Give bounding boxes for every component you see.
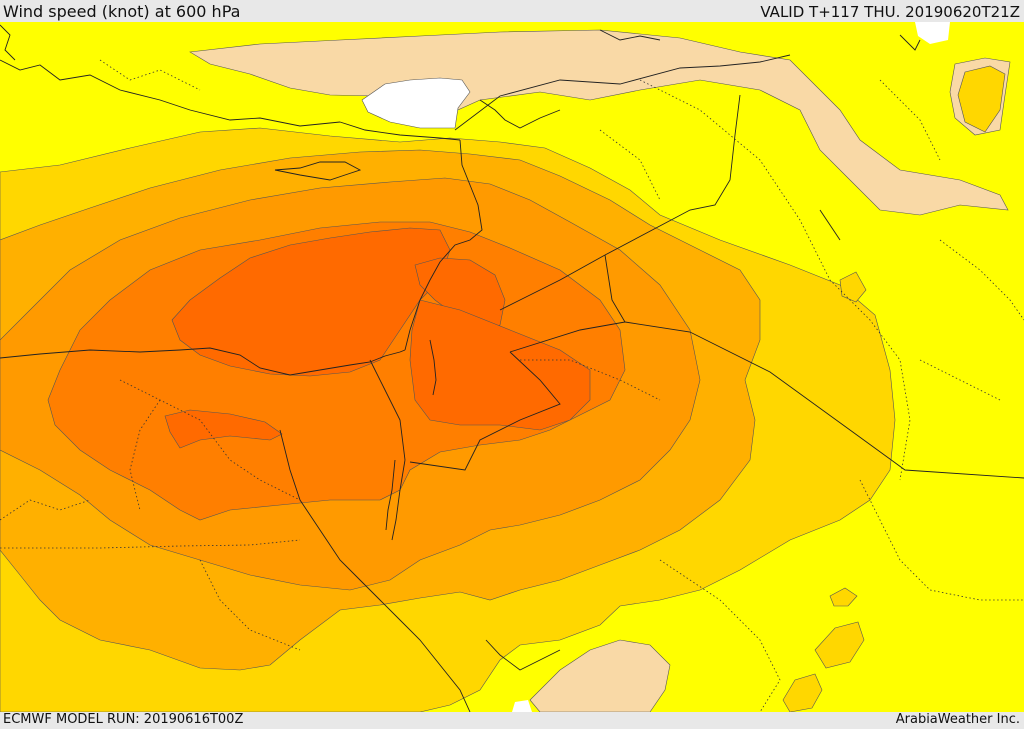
country-borders [369, 54, 1024, 479]
no-data-patch-ne [915, 22, 950, 44]
coastlines [0, 24, 921, 712]
credit-label: ArabiaWeather Inc. [895, 712, 1020, 727]
wind-band-gold-island-3 [829, 587, 858, 607]
wind-band-core-egypt [164, 409, 283, 449]
wind-speed-map [0, 22, 1024, 712]
wind-band-peach-south [529, 639, 671, 712]
wind-band-gold-island-2 [782, 673, 823, 712]
no-data-patch-south [512, 700, 532, 712]
wind-band-gold-island-1 [814, 621, 865, 669]
header-bar: Wind speed (knot) at 600 hPa VALID T+117… [0, 0, 1024, 22]
footer-bar: ECMWF MODEL RUN: 20190616T00Z ArabiaWeat… [0, 712, 1024, 729]
wind-band-gold-east [957, 65, 1006, 133]
admin-boundaries [0, 59, 1024, 712]
wind-band-core-east [414, 257, 506, 331]
wind-band-core-jordan [409, 299, 591, 431]
wind-band-gold-island-4 [839, 271, 867, 303]
model-run-label: ECMWF MODEL RUN: 20190616T00Z [3, 712, 244, 727]
valid-time-label: VALID T+117 THU. 20190620T21Z [760, 3, 1020, 21]
map-title: Wind speed (knot) at 600 hPa [3, 2, 241, 21]
no-data-patch-north [361, 77, 471, 129]
